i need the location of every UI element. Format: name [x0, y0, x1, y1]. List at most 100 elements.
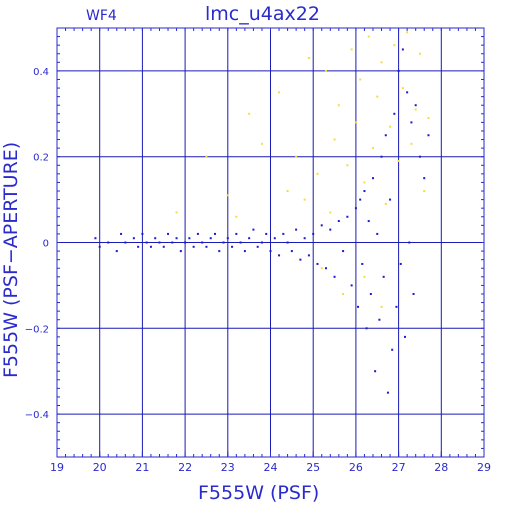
blue-data-point: [149, 245, 152, 248]
yellow-data-point: [278, 91, 281, 94]
blue-data-point: [312, 232, 315, 235]
x-tick-label: 19: [50, 461, 64, 474]
yellow-data-point: [363, 181, 366, 184]
blue-data-point: [235, 232, 238, 235]
yellow-data-point: [389, 125, 392, 128]
x-tick-label: 22: [178, 461, 192, 474]
blue-data-point: [299, 258, 302, 261]
yellow-data-point: [401, 87, 404, 90]
blue-data-point: [213, 232, 216, 235]
blue-data-point: [107, 241, 110, 244]
blue-data-point: [303, 237, 306, 240]
blue-data-point: [222, 241, 225, 244]
blue-data-point: [384, 134, 387, 137]
blue-data-point: [256, 245, 259, 248]
blue-data-point: [158, 241, 161, 244]
blue-data-point: [196, 232, 199, 235]
x-tick-label: 20: [93, 461, 107, 474]
blue-data-point: [179, 250, 182, 253]
blue-data-point: [295, 228, 298, 231]
chart-title: lmc_u4ax22: [205, 3, 320, 25]
blue-data-point: [192, 245, 195, 248]
yellow-data-point: [410, 142, 413, 145]
blue-data-point: [205, 245, 208, 248]
x-tick-label: 24: [264, 461, 278, 474]
y-tick-label: 0.4: [33, 67, 49, 78]
yellow-data-point: [329, 211, 332, 214]
blue-data-point: [376, 232, 379, 235]
x-tick-label: 25: [306, 461, 320, 474]
tick-labels: 19 20 21 22 23 24 25 26 27 28 29 −0.4 −0.2 0 0.2 0.4: [25, 67, 491, 474]
yellow-data-point: [418, 52, 421, 55]
yellow-data-point: [397, 159, 400, 162]
blue-data-point: [307, 254, 310, 257]
blue-data-point: [115, 250, 118, 253]
x-tick-label: 28: [434, 461, 448, 474]
grid-lines: [57, 28, 484, 457]
yellow-data-point: [316, 172, 319, 175]
yellow-data-point: [307, 57, 310, 60]
blue-data-point: [329, 228, 332, 231]
y-tick-label: −0.4: [25, 410, 49, 421]
blue-data-point: [188, 237, 191, 240]
yellow-data-point: [393, 44, 396, 47]
yellow-data-point: [286, 190, 289, 193]
yellow-data-point: [380, 61, 383, 64]
yellow-data-point: [363, 275, 366, 278]
blue-data-point: [357, 305, 360, 308]
blue-data-point: [290, 250, 293, 253]
yellow-data-point: [337, 104, 340, 107]
blue-data-point: [380, 155, 383, 158]
blue-data-point: [286, 241, 289, 244]
blue-data-point: [365, 327, 368, 330]
blue-data-point: [162, 245, 165, 248]
blue-data-point: [350, 284, 353, 287]
yellow-data-point: [376, 95, 379, 98]
x-tick-label: 26: [349, 461, 363, 474]
yellow-data-point: [359, 78, 362, 81]
yellow-data-point: [205, 155, 208, 158]
blue-data-point: [94, 237, 97, 240]
blue-data-point: [401, 48, 404, 51]
blue-data-point: [399, 262, 402, 265]
blue-data-point: [316, 262, 319, 265]
yellow-data-point: [303, 198, 306, 201]
blue-data-point: [171, 241, 174, 244]
x-axis-label: F555W (PSF): [198, 482, 320, 504]
yellow-data-point: [380, 305, 383, 308]
blue-data-point: [320, 224, 323, 227]
blue-data-point: [218, 250, 221, 253]
blue-data-point: [141, 232, 144, 235]
blue-data-point: [282, 232, 285, 235]
blue-data-point: [406, 91, 409, 94]
blue-data-point: [209, 237, 212, 240]
blue-data-point: [278, 254, 281, 257]
blue-data-point: [98, 245, 101, 248]
yellow-data-point: [175, 211, 178, 214]
blue-data-point: [395, 305, 398, 308]
blue-data-point: [248, 237, 251, 240]
blue-data-point: [337, 220, 340, 223]
yellow-data-point: [342, 292, 345, 295]
blue-data-point: [231, 245, 234, 248]
blue-data-point: [369, 292, 372, 295]
yellow-data-point: [371, 147, 374, 150]
blue-data-point: [389, 198, 392, 201]
yellow-data-point: [423, 190, 426, 193]
blue-data-point: [243, 250, 246, 253]
yellow-data-point: [325, 69, 328, 72]
x-tick-label: 29: [477, 461, 491, 474]
blue-data-point: [201, 241, 204, 244]
yellow-data-point: [295, 155, 298, 158]
blue-data-point: [137, 245, 140, 248]
blue-data-point: [132, 237, 135, 240]
blue-data-point: [184, 241, 187, 244]
yellow-data-point: [260, 142, 263, 145]
blue-data-point: [382, 275, 385, 278]
blue-data-point: [252, 228, 255, 231]
yellow-data-point: [346, 164, 349, 167]
blue-data-point: [374, 370, 377, 373]
blue-data-point: [378, 318, 381, 321]
blue-data-point: [342, 250, 345, 253]
